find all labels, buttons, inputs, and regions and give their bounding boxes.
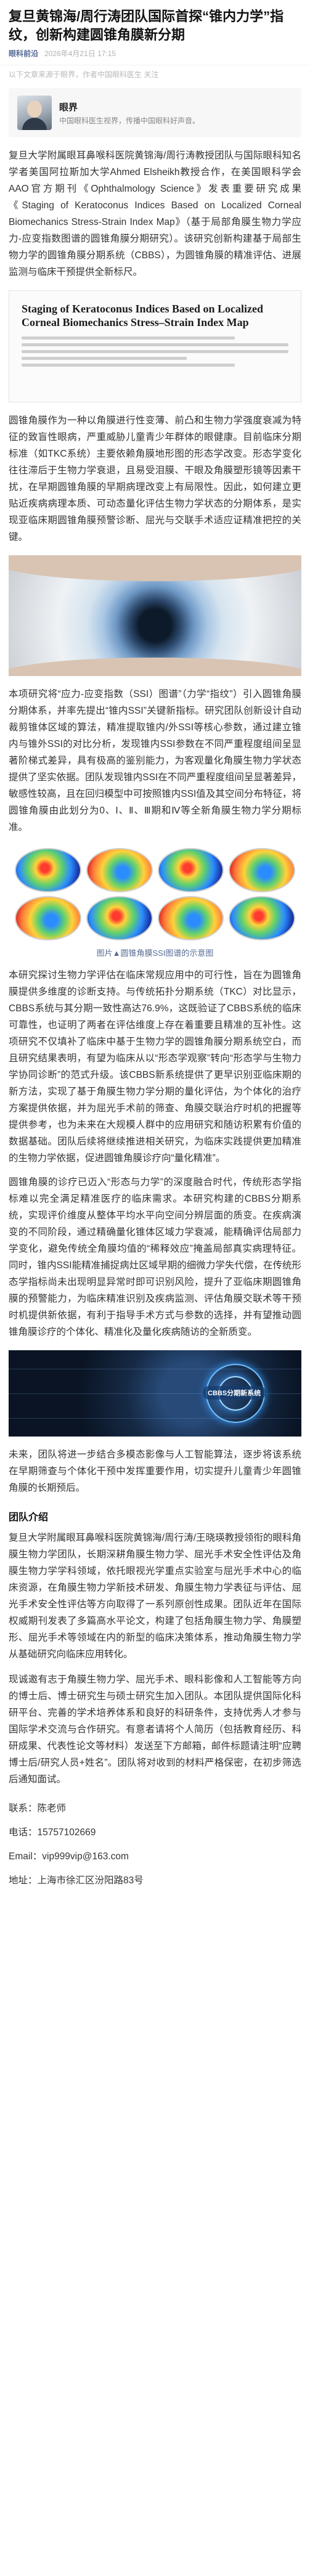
upper-eyelid-shape — [9, 555, 301, 581]
contact-block: 联系：陈老师 电话：15757102669 Email：vip999vip@16… — [0, 1791, 310, 1893]
figure-caption: 图片▲圆锥角膜SSI图谱的示意图 — [96, 948, 214, 958]
outlook-paragraph: 未来，团队将进一步结合多模态影像与人工智能算法，逐步将该系统在早期筛查与个体化干… — [9, 1449, 301, 1493]
contact-email[interactable]: Email：vip999vip@163.com — [9, 1851, 129, 1862]
author-name: 眼界 — [59, 102, 78, 113]
contact-phone[interactable]: 电话：15757102669 — [9, 1827, 96, 1838]
author-description: 中国眼科医生视界，传播中国眼科好声音。 — [59, 116, 200, 125]
paper-title-image: Staging of Keratoconus Indices Based on … — [9, 290, 301, 402]
paper-text-line — [22, 357, 187, 360]
background-paragraph: 圆锥角膜作为一种以角膜进行性变薄、前凸和生物力学强度衰减为特征的致盲性眼病，严重… — [9, 415, 301, 542]
paper-title-text: Staging of Keratoconus Indices Based on … — [22, 303, 264, 328]
contact-address: 地址：上海市徐汇区汾阳路83号 — [9, 1875, 144, 1886]
corneal-map — [15, 896, 81, 940]
author-info: 眼界 中国眼科医生视界，传播中国眼科好声音。 — [59, 100, 200, 126]
article-page: 复旦黄锦海/周行涛团队国际首探“锥内力学”指纹，创新构建圆锥角膜新分期 眼科前沿… — [0, 9, 310, 1893]
grid-line — [9, 1418, 301, 1419]
corneal-map — [86, 896, 153, 940]
source-disclaimer[interactable]: 以下文章来源于眼界，作者中国眼科医生 关注 — [0, 65, 310, 84]
method-paragraph: 本项研究将“应力-应变指数（SSI）图谱”（力学“指纹”）引入圆锥角膜分期体系，… — [9, 689, 301, 833]
ssi-map-image — [9, 846, 301, 943]
paper-text-line — [22, 336, 235, 340]
account-name-link[interactable]: 眼科前沿 — [9, 49, 39, 58]
paper-text-line — [22, 343, 288, 346]
author-card[interactable]: 眼界 中国眼科医生视界，传播中国眼科好声音。 — [9, 88, 301, 137]
eye-closeup-image — [9, 555, 301, 676]
team-paragraph: 复旦大学附属眼耳鼻喉科医院黄锦海/周行涛/王晓瑛教授领衔的眼科角膜生物力学团队，… — [9, 1533, 301, 1660]
corneal-map — [157, 896, 224, 940]
cbbs-banner-image: CBBS分期新系统 — [9, 1350, 301, 1437]
recruitment-paragraph: 现诚邀有志于角膜生物力学、屈光手术、眼科影像和人工智能等方向的博士后、博士研究生… — [9, 1674, 301, 1785]
contact-person: 联系：陈老师 — [9, 1803, 67, 1814]
results-paragraph: 本研究探讨生物力学评估在临床常规应用中的可行性，旨在为圆锥角膜提供多维度的诊断支… — [9, 970, 301, 1164]
significance-paragraph: 圆锥角膜的诊疗已迈入“形态与力学”的深度融合时代，传统形态学指标难以完全满足精准… — [9, 1177, 301, 1337]
grid-line — [9, 1393, 301, 1394]
intro-paragraph: 复旦大学附属眼耳鼻喉科医院黄锦海/周行涛教授团队与国际眼科知名学者美国阿拉斯加大… — [9, 150, 301, 277]
corneal-map — [157, 848, 224, 892]
article-title: 复旦黄锦海/周行涛团队国际首探“锥内力学”指纹，创新构建圆锥角膜新分期 — [9, 9, 284, 43]
cbbs-badge: CBBS分期新系统 — [203, 1386, 266, 1400]
team-section-heading: 团队介绍 — [9, 1512, 49, 1523]
publish-time: 2026年4月21日 17:15 — [44, 49, 116, 58]
paper-text-line — [22, 350, 288, 353]
lower-eyelid-shape — [9, 658, 301, 676]
corneal-map — [15, 848, 81, 892]
corneal-map — [229, 848, 295, 892]
avatar — [17, 96, 52, 130]
article-meta: 眼科前沿 2026年4月21日 17:15 — [0, 47, 310, 65]
paper-text-line — [22, 364, 235, 367]
corneal-map — [229, 896, 295, 940]
corneal-map — [86, 848, 153, 892]
